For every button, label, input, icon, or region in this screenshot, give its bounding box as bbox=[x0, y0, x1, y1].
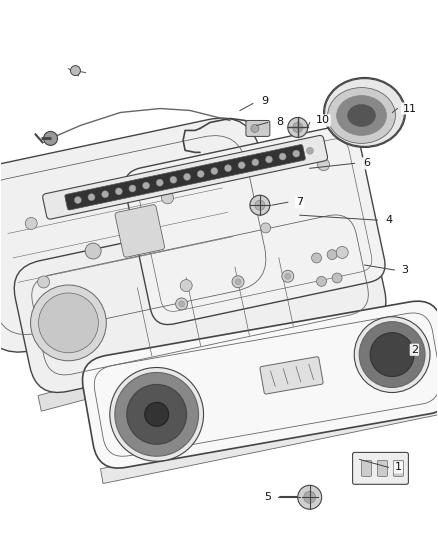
Text: 5: 5 bbox=[265, 492, 272, 502]
Circle shape bbox=[252, 159, 259, 166]
FancyBboxPatch shape bbox=[353, 453, 408, 484]
Circle shape bbox=[232, 276, 244, 288]
FancyBboxPatch shape bbox=[82, 301, 438, 468]
Circle shape bbox=[179, 301, 184, 307]
Circle shape bbox=[279, 153, 286, 160]
Circle shape bbox=[238, 162, 245, 169]
FancyBboxPatch shape bbox=[115, 205, 165, 257]
Circle shape bbox=[170, 176, 177, 183]
Circle shape bbox=[176, 298, 187, 310]
Circle shape bbox=[85, 243, 101, 259]
Circle shape bbox=[288, 117, 308, 138]
Circle shape bbox=[255, 200, 265, 210]
Circle shape bbox=[235, 279, 241, 285]
Circle shape bbox=[31, 285, 106, 361]
Circle shape bbox=[39, 293, 99, 353]
Circle shape bbox=[225, 165, 232, 172]
Circle shape bbox=[145, 402, 169, 426]
Polygon shape bbox=[100, 397, 438, 483]
Polygon shape bbox=[38, 303, 389, 411]
Circle shape bbox=[250, 195, 270, 215]
Circle shape bbox=[102, 191, 109, 198]
Circle shape bbox=[25, 217, 37, 229]
Circle shape bbox=[293, 150, 300, 157]
Circle shape bbox=[282, 270, 294, 282]
Circle shape bbox=[261, 223, 271, 233]
Circle shape bbox=[293, 123, 303, 132]
Circle shape bbox=[38, 276, 49, 288]
Circle shape bbox=[298, 486, 321, 509]
Circle shape bbox=[143, 182, 150, 189]
Circle shape bbox=[127, 384, 187, 444]
Circle shape bbox=[71, 66, 81, 76]
Circle shape bbox=[311, 253, 321, 263]
Circle shape bbox=[265, 156, 272, 163]
FancyBboxPatch shape bbox=[260, 357, 323, 394]
Circle shape bbox=[88, 193, 95, 200]
Circle shape bbox=[110, 367, 204, 461]
Text: 7: 7 bbox=[296, 197, 303, 207]
Ellipse shape bbox=[348, 104, 375, 126]
FancyBboxPatch shape bbox=[361, 461, 371, 477]
FancyBboxPatch shape bbox=[42, 135, 328, 219]
Circle shape bbox=[251, 124, 259, 132]
Circle shape bbox=[285, 273, 291, 279]
Circle shape bbox=[184, 173, 191, 180]
Circle shape bbox=[74, 197, 81, 204]
Circle shape bbox=[359, 322, 425, 387]
Circle shape bbox=[317, 276, 326, 286]
Circle shape bbox=[327, 249, 337, 260]
Circle shape bbox=[115, 188, 122, 195]
Ellipse shape bbox=[337, 95, 386, 135]
FancyBboxPatch shape bbox=[393, 461, 403, 477]
Circle shape bbox=[318, 159, 329, 171]
Circle shape bbox=[332, 273, 342, 283]
Circle shape bbox=[43, 132, 57, 146]
Circle shape bbox=[370, 333, 414, 376]
Circle shape bbox=[336, 246, 348, 259]
Circle shape bbox=[180, 280, 192, 292]
Text: 6: 6 bbox=[363, 158, 370, 168]
Text: 11: 11 bbox=[403, 103, 417, 114]
Text: 8: 8 bbox=[276, 117, 283, 127]
Circle shape bbox=[211, 167, 218, 174]
Ellipse shape bbox=[328, 87, 396, 143]
Text: 3: 3 bbox=[401, 265, 408, 275]
Circle shape bbox=[197, 171, 204, 177]
Circle shape bbox=[354, 317, 430, 392]
Circle shape bbox=[307, 147, 314, 154]
Circle shape bbox=[162, 192, 173, 204]
FancyBboxPatch shape bbox=[0, 118, 283, 352]
FancyBboxPatch shape bbox=[14, 197, 386, 392]
Circle shape bbox=[304, 491, 316, 503]
Text: 4: 4 bbox=[386, 215, 393, 225]
Circle shape bbox=[156, 179, 163, 186]
Circle shape bbox=[115, 373, 198, 456]
Text: 9: 9 bbox=[261, 95, 268, 106]
FancyBboxPatch shape bbox=[378, 461, 388, 477]
FancyBboxPatch shape bbox=[246, 120, 270, 136]
Text: 2: 2 bbox=[411, 345, 418, 355]
Circle shape bbox=[129, 185, 136, 192]
FancyBboxPatch shape bbox=[125, 126, 385, 325]
Ellipse shape bbox=[325, 78, 404, 147]
Text: 10: 10 bbox=[316, 116, 330, 125]
Text: 1: 1 bbox=[395, 462, 402, 472]
FancyBboxPatch shape bbox=[65, 144, 305, 210]
